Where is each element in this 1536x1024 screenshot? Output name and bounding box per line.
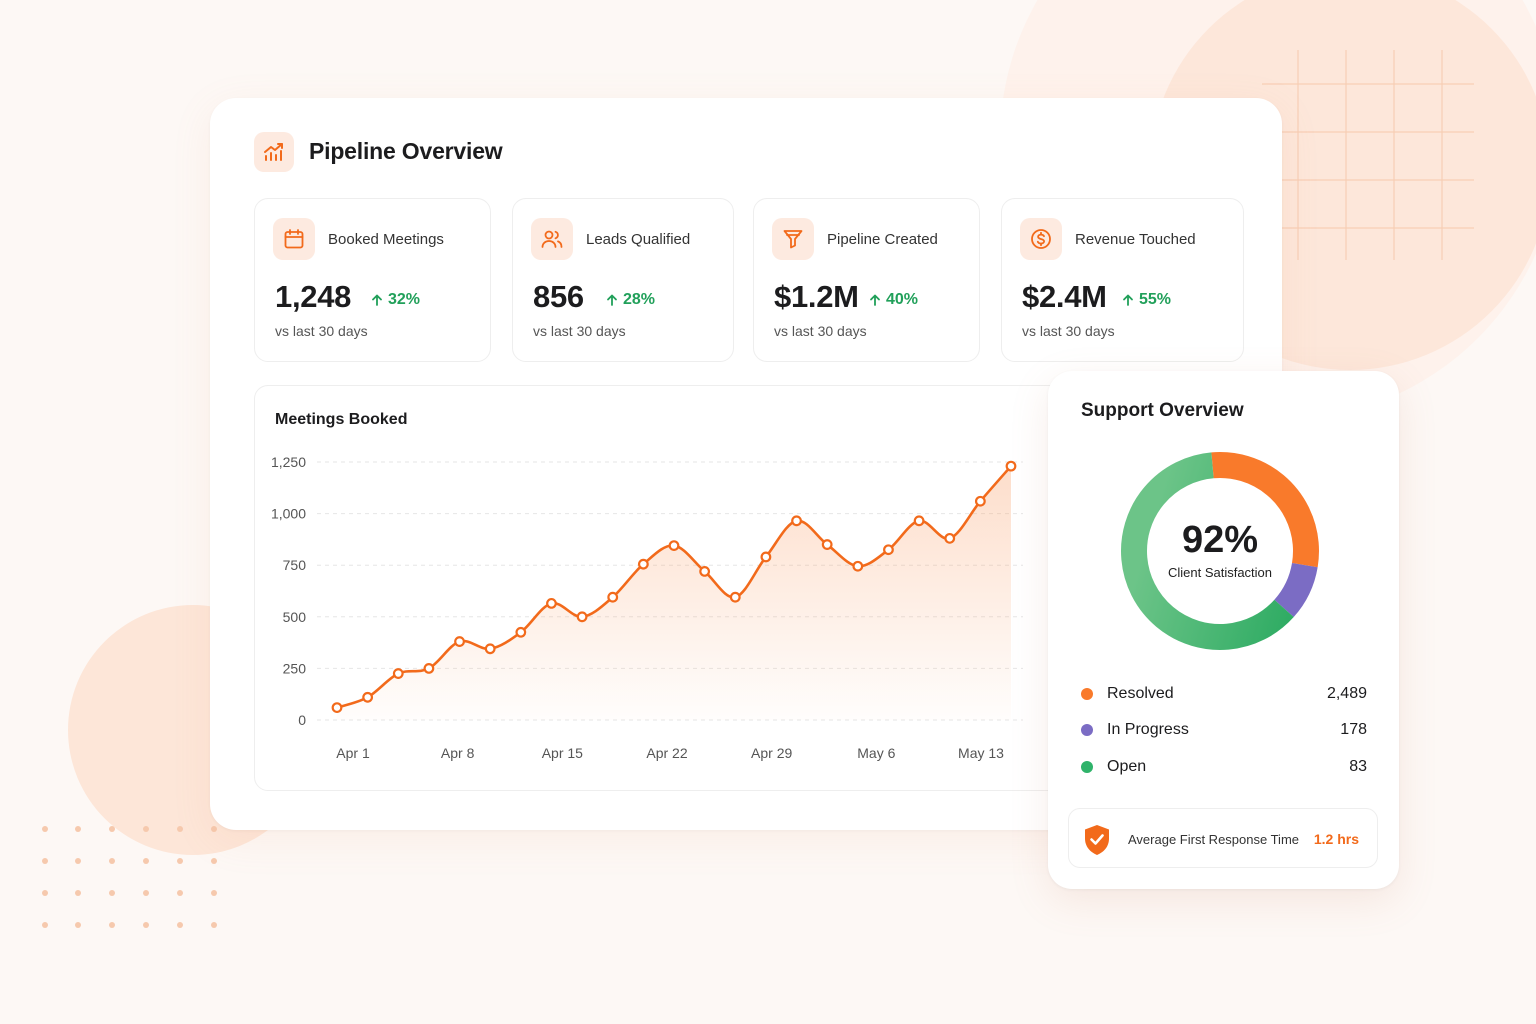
- y-tick-label: 500: [283, 609, 307, 625]
- data-point[interactable]: [913, 515, 925, 527]
- kpi-subtext: vs last 30 days: [1022, 323, 1115, 339]
- y-tick-label: 1,250: [271, 454, 306, 470]
- response-time-value: 1.2 hrs: [1313, 831, 1359, 847]
- data-point[interactable]: [699, 565, 711, 577]
- chart-title: Meetings Booked: [275, 411, 408, 428]
- x-tick-label: Apr 29: [751, 745, 792, 761]
- data-point[interactable]: [1005, 460, 1017, 472]
- kpi-label: Pipeline Created: [827, 231, 938, 248]
- kpi-change-value: 55%: [1139, 291, 1172, 308]
- funnel-icon: [772, 218, 814, 260]
- x-tick-label: May 13: [958, 745, 1004, 761]
- response-time-box: Average First Response Time 1.2 hrs: [1068, 808, 1378, 868]
- x-tick-label: Apr 15: [542, 745, 583, 761]
- data-point[interactable]: [331, 702, 343, 714]
- data-point[interactable]: [852, 560, 864, 572]
- data-point[interactable]: [607, 591, 619, 603]
- dollar-icon: [1020, 218, 1062, 260]
- data-point[interactable]: [668, 540, 680, 551]
- kpi-change-value: 32%: [388, 291, 421, 308]
- legend-value: 2,489: [1326, 685, 1367, 702]
- data-point[interactable]: [546, 597, 557, 609]
- kpi-card-revenue-touched[interactable]: Revenue Touched $2.4M 55% vs last 30 day…: [1001, 198, 1244, 362]
- bg-grid-pattern: [1262, 50, 1474, 260]
- kpi-change: 55%: [1122, 291, 1171, 309]
- legend-value: 178: [1340, 721, 1367, 738]
- kpi-card-booked-meetings[interactable]: Booked Meetings 1,248 32% vs last 30 day…: [254, 198, 491, 362]
- data-point[interactable]: [944, 532, 956, 544]
- kpi-label: Revenue Touched: [1075, 231, 1196, 248]
- kpi-subtext: vs last 30 days: [533, 323, 626, 339]
- meetings-booked-chart: 0 250 500 750 1,000 1,250 Apr 1 Apr 8 Apr 15 Apr …: [271, 454, 1023, 761]
- series-area: [337, 466, 1011, 720]
- x-tick-label: Apr 1: [336, 745, 370, 761]
- arrow-up-icon: [607, 294, 617, 306]
- legend-name: Resolved: [1107, 685, 1174, 702]
- data-point[interactable]: [454, 636, 465, 647]
- data-point[interactable]: [423, 663, 435, 674]
- kpi-change: 28%: [606, 291, 655, 309]
- data-point[interactable]: [576, 611, 588, 623]
- kpi-card-pipeline-created[interactable]: Pipeline Created $1.2M 40% vs last 30 da…: [753, 198, 980, 362]
- donut-center-label: Client Satisfaction: [1167, 565, 1273, 580]
- kpi-change: 40%: [869, 291, 918, 309]
- page-title: Pipeline Overview: [309, 138, 503, 164]
- legend-dot: [1081, 761, 1093, 773]
- satisfaction-donut-chart: [1121, 452, 1319, 650]
- kpi-card-leads-qualified[interactable]: Leads Qualified 856 28% vs last 30 days: [512, 198, 734, 362]
- kpi-value: 856: [533, 279, 584, 314]
- data-point[interactable]: [362, 691, 374, 703]
- pipeline-overview-card: Pipeline Overview Booked Meetings 1,248 …: [210, 98, 1282, 830]
- legend-row-in-progress: In Progress 178: [1081, 718, 1367, 742]
- kpi-value: $1.2M: [774, 279, 859, 314]
- kpi-value: $2.4M: [1022, 279, 1107, 314]
- kpi-value: 1,248: [275, 279, 352, 314]
- legend-name: Open: [1107, 758, 1147, 775]
- kpi-subtext: vs last 30 days: [774, 323, 867, 339]
- calendar-icon: [273, 218, 315, 260]
- kpi-label: Leads Qualified: [586, 231, 691, 248]
- y-tick-label: 0: [298, 712, 306, 728]
- kpi-change-value: 40%: [886, 291, 919, 308]
- data-point[interactable]: [484, 643, 496, 655]
- response-time-label: Average First Response Time: [1128, 832, 1299, 847]
- chart-trend-icon: [254, 132, 294, 172]
- support-title: Support Overview: [1081, 400, 1244, 421]
- legend-row-resolved: Resolved 2,489: [1081, 682, 1367, 706]
- bg-dot-pattern: [42, 826, 217, 928]
- shield-check-icon: [1085, 825, 1109, 855]
- legend-dot: [1081, 724, 1093, 736]
- data-point[interactable]: [392, 668, 404, 679]
- data-point[interactable]: [883, 544, 894, 556]
- donut-center-value: 92%: [1181, 519, 1259, 561]
- arrow-up-icon: [870, 294, 880, 306]
- y-tick-label: 1,000: [271, 506, 306, 522]
- kpi-change-value: 28%: [623, 291, 656, 308]
- meetings-booked-chart-card: 0 250 500 750 1,000 1,250 Apr 1 Apr 8 Apr 15 Apr …: [254, 385, 1074, 791]
- support-overview-card: Support Overview 92% Client Satisfaction…: [1048, 371, 1399, 889]
- legend-dot: [1081, 688, 1093, 700]
- legend-value: 83: [1349, 758, 1367, 775]
- legend-name: In Progress: [1107, 721, 1189, 738]
- kpi-change: 32%: [371, 291, 420, 309]
- x-tick-label: Apr 8: [441, 745, 475, 761]
- kpi-label: Booked Meetings: [328, 231, 444, 248]
- arrow-up-icon: [1123, 294, 1133, 306]
- legend-row-open: Open 83: [1081, 755, 1367, 779]
- data-point[interactable]: [515, 626, 527, 638]
- donut-segment-resolved[interactable]: [1121, 452, 1319, 650]
- data-point[interactable]: [637, 558, 649, 570]
- data-point[interactable]: [729, 591, 741, 603]
- data-point[interactable]: [760, 551, 772, 563]
- data-point[interactable]: [974, 495, 986, 507]
- users-icon: [531, 218, 573, 260]
- kpi-subtext: vs last 30 days: [275, 323, 368, 339]
- data-point[interactable]: [821, 539, 833, 550]
- data-point[interactable]: [791, 515, 802, 527]
- arrow-up-icon: [372, 294, 382, 306]
- x-tick-label: May 6: [857, 745, 895, 761]
- y-tick-label: 250: [283, 660, 307, 676]
- y-tick-label: 750: [283, 557, 307, 573]
- x-tick-label: Apr 22: [646, 745, 687, 761]
